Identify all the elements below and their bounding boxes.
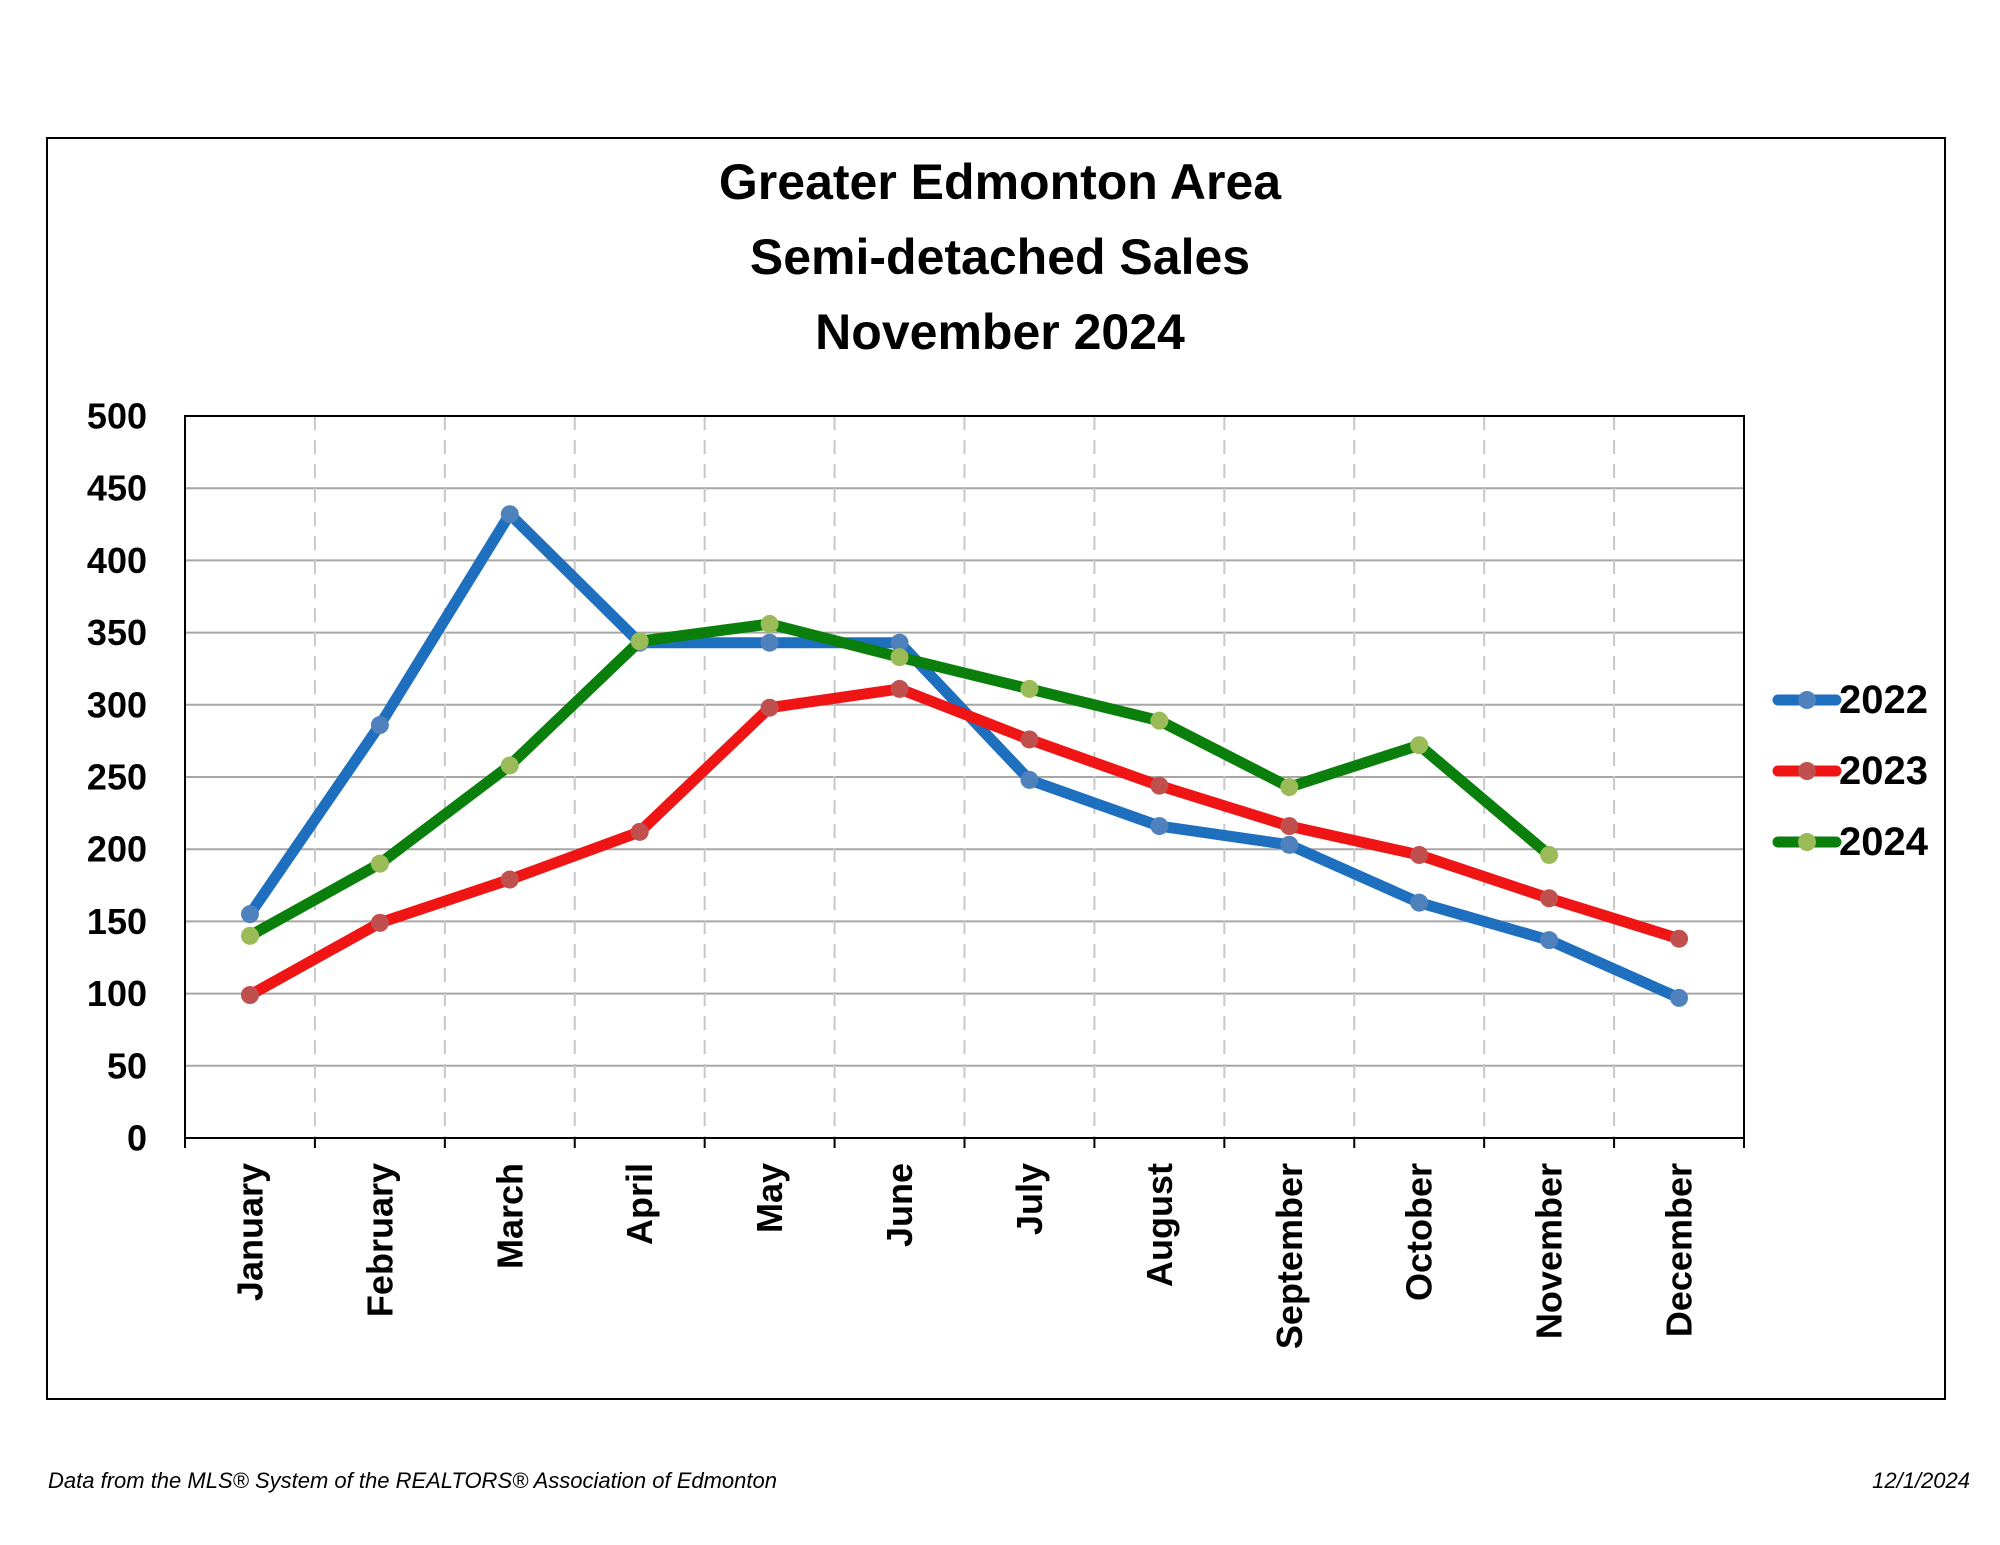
data-point-2023 bbox=[890, 679, 909, 698]
data-point-2024 bbox=[1150, 711, 1169, 730]
y-tick-label: 400 bbox=[87, 540, 147, 581]
x-tick-label: January bbox=[229, 1163, 270, 1301]
x-tick-label: May bbox=[749, 1163, 790, 1233]
data-point-2024 bbox=[760, 614, 779, 633]
legend-label: 2022 bbox=[1839, 678, 1928, 722]
data-point-2023 bbox=[1540, 889, 1559, 908]
data-point-2024 bbox=[240, 926, 259, 945]
data-point-2022 bbox=[500, 505, 519, 524]
x-tick-label: April bbox=[619, 1163, 660, 1245]
data-point-2024 bbox=[370, 854, 389, 873]
legend-swatch-marker bbox=[1798, 691, 1816, 709]
data-point-2022 bbox=[1280, 835, 1299, 854]
legend-item-2023: 2023 bbox=[1772, 749, 1928, 793]
legend-item-2022: 2022 bbox=[1772, 678, 1928, 722]
chart-title-line: Greater Edmonton Area bbox=[719, 154, 1282, 210]
y-tick-label: 250 bbox=[87, 757, 147, 798]
x-tick-label: June bbox=[879, 1163, 920, 1247]
x-tick-label: September bbox=[1269, 1163, 1310, 1349]
data-point-2022 bbox=[1150, 817, 1169, 836]
y-axis-ticks: 0 50 100 150 200 250 300 350 400 450 500 bbox=[87, 396, 147, 1159]
footer-date: 12/1/2024 bbox=[1872, 1468, 1970, 1493]
data-point-2023 bbox=[1150, 776, 1169, 795]
y-tick-label: 350 bbox=[87, 612, 147, 653]
data-point-2022 bbox=[1670, 988, 1689, 1007]
data-point-2024 bbox=[500, 756, 519, 775]
x-tick-label: November bbox=[1529, 1163, 1570, 1339]
chart-title-line: November 2024 bbox=[815, 304, 1185, 360]
y-tick-label: 0 bbox=[127, 1118, 147, 1159]
data-point-2022 bbox=[1410, 893, 1429, 912]
series-2023 bbox=[240, 679, 1689, 1005]
data-point-2024 bbox=[1280, 778, 1299, 797]
data-point-2023 bbox=[1670, 929, 1689, 948]
legend-swatch-marker bbox=[1798, 833, 1816, 851]
data-point-2023 bbox=[1280, 817, 1299, 836]
axes bbox=[184, 415, 1745, 1148]
y-tick-label: 150 bbox=[87, 901, 147, 942]
data-point-2024 bbox=[630, 632, 649, 651]
data-point-2023 bbox=[500, 870, 519, 889]
data-point-2022 bbox=[890, 633, 909, 652]
footer-source-note: Data from the MLS® System of the REALTOR… bbox=[48, 1468, 777, 1493]
x-axis-ticks: January February March April May June July Augu… bbox=[229, 1163, 1699, 1349]
data-point-2024 bbox=[1020, 679, 1039, 698]
data-point-2023 bbox=[370, 913, 389, 932]
y-tick-label: 200 bbox=[87, 829, 147, 870]
data-point-2024 bbox=[890, 648, 909, 667]
grid bbox=[185, 415, 1744, 1138]
x-tick-label: October bbox=[1399, 1163, 1440, 1301]
data-point-2024 bbox=[1410, 736, 1429, 755]
y-tick-label: 300 bbox=[87, 684, 147, 725]
y-tick-label: 450 bbox=[87, 468, 147, 509]
chart-frame: Greater Edmonton Area Semi-detached Sales… bbox=[46, 137, 1946, 1400]
x-tick-label: July bbox=[1009, 1163, 1050, 1235]
series-2024 bbox=[240, 614, 1559, 945]
chart-svg: Greater Edmonton Area Semi-detached Sales… bbox=[87, 154, 1929, 1349]
data-point-2024 bbox=[1540, 845, 1559, 864]
x-tick-label: August bbox=[1139, 1163, 1180, 1287]
legend-label: 2024 bbox=[1839, 820, 1929, 864]
legend-swatch-marker bbox=[1798, 762, 1816, 780]
x-tick-label: February bbox=[359, 1163, 400, 1317]
series bbox=[240, 505, 1689, 1007]
data-point-2022 bbox=[760, 633, 779, 652]
data-point-2023 bbox=[1020, 730, 1039, 749]
y-tick-label: 500 bbox=[87, 396, 147, 437]
legend: 2022 2023 2024 bbox=[1772, 678, 1929, 864]
y-tick-label: 100 bbox=[87, 973, 147, 1014]
data-point-2023 bbox=[630, 822, 649, 841]
legend-label: 2023 bbox=[1839, 749, 1928, 793]
series-line-2023 bbox=[244, 683, 1685, 1001]
data-point-2023 bbox=[240, 986, 259, 1005]
x-tick-label: December bbox=[1659, 1163, 1700, 1337]
data-point-2022 bbox=[240, 905, 259, 924]
data-point-2023 bbox=[1410, 845, 1429, 864]
x-tick-label: March bbox=[489, 1163, 530, 1269]
chart-title-line: Semi-detached Sales bbox=[750, 229, 1250, 285]
data-point-2022 bbox=[1540, 931, 1559, 950]
data-point-2022 bbox=[1020, 770, 1039, 789]
y-tick-label: 50 bbox=[107, 1045, 147, 1086]
legend-item-2024: 2024 bbox=[1772, 820, 1929, 864]
data-point-2022 bbox=[370, 716, 389, 735]
data-point-2023 bbox=[760, 698, 779, 717]
chart-title: Greater Edmonton Area Semi-detached Sales… bbox=[719, 154, 1282, 360]
